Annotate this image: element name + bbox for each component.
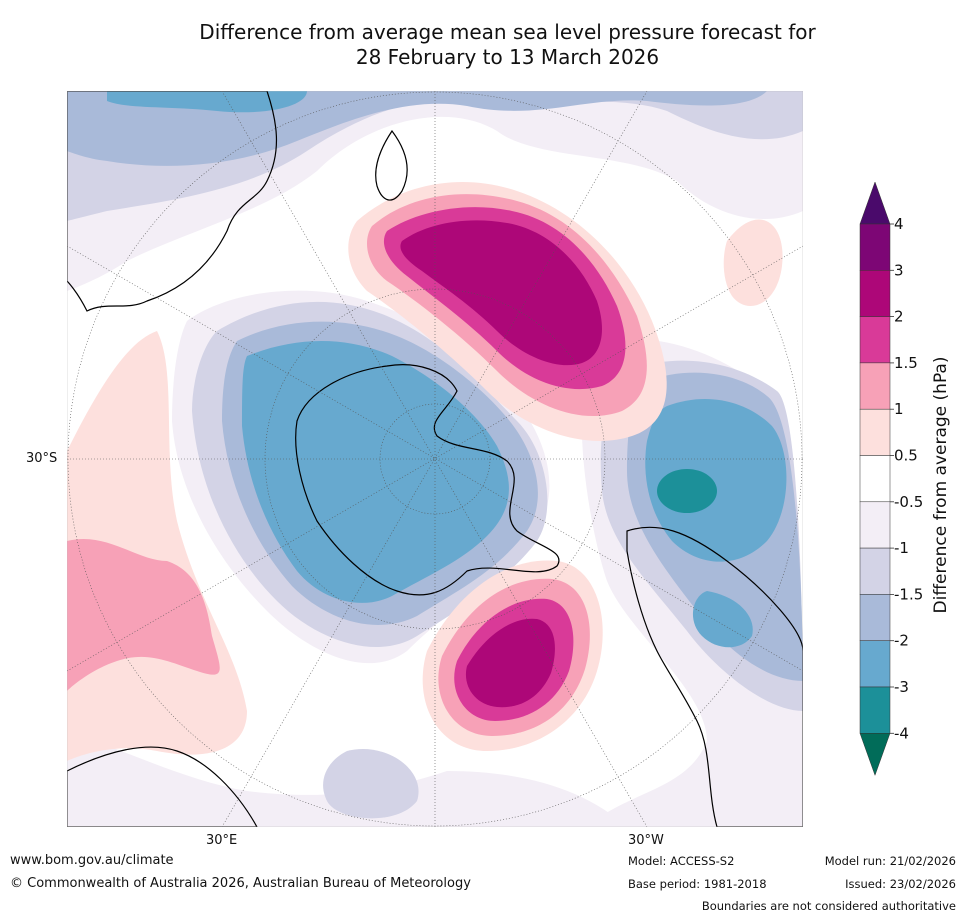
- colorbar-tick-label: 1.5: [894, 354, 918, 372]
- colorbar-swatch: [859, 547, 891, 595]
- anomaly-band-plus-1-west: [67, 538, 220, 691]
- footer-issued: Issued: 23/02/2026: [845, 877, 956, 891]
- footer-base-period: Base period: 1981-2018: [628, 877, 767, 891]
- footer-model-run: Model run: 21/02/2026: [824, 854, 956, 868]
- footer-disclaimer: Boundaries are not considered authoritat…: [701, 899, 956, 913]
- colorbar-tick-label: 2: [894, 308, 904, 326]
- colorbar-arrow-top: [859, 181, 891, 225]
- colorbar-tick-label: 3: [894, 261, 904, 279]
- anomaly-lobe-north: [348, 182, 667, 441]
- colorbar-swatch: [859, 640, 891, 688]
- colorbar-tick-label: 1: [894, 400, 904, 418]
- longitude-label-30w: 30°W: [628, 833, 664, 848]
- anomaly-lobe-south: [422, 560, 603, 751]
- colorbar-legend: 4 3 2 1.5 1 0.5 -0.5 -1 -1.5 -2 -3 -4 Difference fr…: [859, 181, 951, 777]
- title-line-1: Difference from average mean sea level p…: [199, 20, 816, 44]
- footer-model: Model: ACCESS-S2: [628, 854, 735, 868]
- colorbar-tick-label: 0.5: [894, 447, 918, 465]
- chart-title: Difference from average mean sea level p…: [0, 20, 965, 70]
- colorbar-tick-label: -3: [894, 678, 909, 696]
- colorbar-swatch: [859, 594, 891, 641]
- colorbar-arrow-bottom: [859, 733, 891, 777]
- colorbar-tick-label: 4: [894, 215, 904, 233]
- anomaly-band-minus-2: [107, 91, 787, 648]
- south-america-coastline: [626, 526, 803, 827]
- colorbar-swatch: [859, 686, 891, 734]
- coastlines: [67, 91, 803, 827]
- anomaly-core-minus-3: [657, 469, 717, 513]
- colorbar-label: Difference from average (hPa): [931, 357, 951, 614]
- graticule: [67, 91, 803, 827]
- antarctica-coastline: [295, 364, 560, 596]
- colorbar-tick-label: -1: [894, 539, 909, 557]
- colorbar-swatch: [859, 362, 891, 410]
- colorbar-swatch: [859, 408, 891, 456]
- colorbar-swatch: [859, 455, 891, 503]
- colorbar-swatch: [859, 501, 891, 549]
- colorbar-swatch: [859, 223, 891, 271]
- africa-coastline: [67, 746, 258, 827]
- colorbar-swatches: [859, 181, 891, 777]
- colorbar-swatch: [859, 316, 891, 364]
- longitude-label-30e: 30°E: [206, 833, 238, 848]
- title-line-2: 28 February to 13 March 2026: [355, 45, 660, 69]
- new-zealand-coastline: [375, 129, 408, 201]
- australia-coastline: [67, 91, 277, 312]
- latitude-label-30s: 30°S: [26, 451, 58, 466]
- colorbar-tick-label: -0.5: [894, 493, 923, 511]
- colorbar-tick-label: -4: [894, 724, 909, 742]
- southern-hemisphere-map: [67, 91, 803, 827]
- footer-copyright: © Commonwealth of Australia 2026, Austra…: [10, 876, 471, 891]
- colorbar-tick-label: -1.5: [894, 585, 923, 603]
- colorbar-swatch: [859, 270, 891, 317]
- colorbar-tick-label: -2: [894, 632, 909, 650]
- colorbar-ticks: 4 3 2 1.5 1 0.5 -0.5 -1 -1.5 -2 -3 -4: [890, 215, 923, 742]
- footer-website[interactable]: www.bom.gov.au/climate: [10, 853, 174, 868]
